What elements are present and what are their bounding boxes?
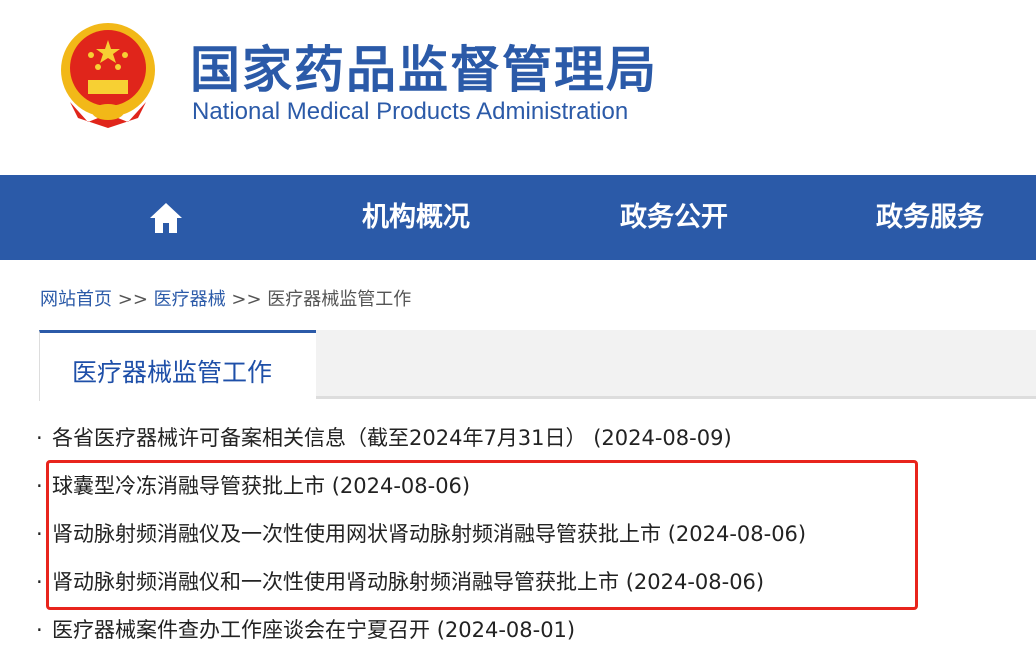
item-date: (2024-08-09) — [593, 426, 732, 450]
breadcrumb-medical-devices[interactable]: 医疗器械 — [153, 289, 226, 310]
list-item[interactable]: · 肾动脉射频消融仪及一次性使用网状肾动脉射频消融导管获批上市 (2024-08-… — [36, 522, 807, 546]
site-subtitle: National Medical Products Administration — [192, 98, 629, 125]
nav-item-services[interactable]: 政务服务 — [876, 202, 984, 233]
item-title[interactable]: 各省医疗器械许可备案相关信息（截至2024年7月31日） — [52, 426, 587, 450]
breadcrumb-separator: >> — [117, 289, 148, 310]
breadcrumb: 网站首页 >> 医疗器械 >> 医疗器械监管工作 — [40, 285, 411, 311]
site-header: 国家药品监督管理局 National Medical Products Admi… — [0, 0, 1036, 175]
national-emblem-logo — [61, 23, 155, 128]
item-title[interactable]: 肾动脉射频消融仪和一次性使用肾动脉射频消融导管获批上市 — [52, 570, 619, 594]
list-item[interactable]: · 各省医疗器械许可备案相关信息（截至2024年7月31日） (2024-08-0… — [36, 426, 732, 450]
item-date: (2024-08-06) — [331, 474, 471, 498]
breadcrumb-current: 医疗器械监管工作 — [267, 289, 412, 310]
tab-bar — [316, 330, 1036, 399]
site-title: 国家药品监督管理局 — [190, 41, 658, 99]
breadcrumb-home[interactable]: 网站首页 — [40, 289, 112, 310]
item-title[interactable]: 肾动脉射频消融仪及一次性使用网状肾动脉射频消融导管获批上市 — [52, 522, 661, 546]
item-date: (2024-08-06) — [625, 570, 765, 594]
list-item[interactable]: · 球囊型冷冻消融导管获批上市 (2024-08-06) — [36, 474, 471, 498]
tab-label: 医疗器械监管工作 — [72, 358, 273, 387]
list-item[interactable]: · 肾动脉射频消融仪和一次性使用肾动脉射频消融导管获批上市 (2024-08-06… — [36, 570, 765, 594]
home-icon[interactable] — [148, 200, 184, 236]
news-list: · 各省医疗器械许可备案相关信息（截至2024年7月31日） (2024-08-0… — [36, 420, 806, 660]
item-date: (2024-08-01) — [436, 618, 576, 642]
tab-device-supervision[interactable]: 医疗器械监管工作 — [39, 330, 316, 401]
nav-item-about[interactable]: 机构概况 — [362, 202, 470, 233]
nav-item-gov-affairs[interactable]: 政务公开 — [620, 202, 728, 233]
item-title[interactable]: 球囊型冷冻消融导管获批上市 — [52, 474, 325, 498]
breadcrumb-separator: >> — [231, 289, 262, 310]
main-nav: 机构概况 政务公开 政务服务 — [0, 175, 1036, 260]
item-date: (2024-08-06) — [667, 522, 807, 546]
highlight-box — [46, 460, 918, 610]
list-item[interactable]: · 医疗器械案件查办工作座谈会在宁夏召开 (2024-08-01) — [36, 618, 576, 642]
item-title[interactable]: 医疗器械案件查办工作座谈会在宁夏召开 — [52, 618, 430, 642]
